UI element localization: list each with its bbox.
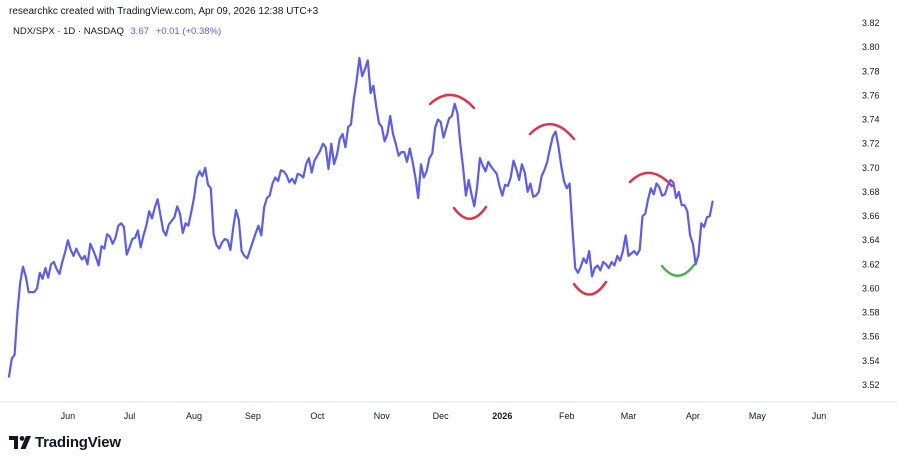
x-tick-label: Nov: [374, 411, 391, 421]
chart-header: researchkc created with TradingView.com,…: [9, 6, 319, 17]
y-axis[interactable]: 3.82 3.80 3.78 3.76 3.74 3.72 3.70 3.68 3.66 3.64…: [862, 18, 880, 390]
y-tick-label: 3.56: [862, 332, 880, 342]
symbol-name: NDX/SPX · 1D · NASDAQ: [13, 26, 124, 37]
x-tick-label: Jun: [61, 411, 76, 421]
y-tick-label: 3.60: [862, 283, 880, 293]
y-tick-label: 3.62: [862, 259, 880, 269]
bottom-arc-apr: [660, 263, 696, 277]
y-tick-label: 3.76: [862, 90, 880, 100]
y-tick-label: 3.68: [862, 187, 880, 197]
y-tick-label: 3.70: [862, 163, 880, 173]
x-axis[interactable]: Jun Jul Aug Sep Oct Nov Dec 2026 Feb Mar Apr May Jun: [61, 411, 827, 421]
x-tick-label: May: [749, 411, 767, 421]
tradingview-footer[interactable]: TradingView: [9, 434, 121, 451]
bottom-arc-feb: [572, 280, 608, 296]
x-tick-label: Mar: [621, 411, 637, 421]
y-tick-label: 3.74: [862, 115, 880, 125]
y-tick-label: 3.82: [862, 18, 880, 28]
price-change: +0.01 (+0.38%): [155, 26, 222, 37]
top-arc-jan: [528, 123, 576, 141]
x-tick-label: Apr: [686, 411, 700, 421]
x-tick-label: Dec: [433, 411, 450, 421]
x-tick-label: Jul: [124, 411, 136, 421]
y-tick-label: 3.72: [862, 139, 880, 149]
y-tick-label: 3.54: [862, 356, 880, 366]
y-tick-label: 3.78: [862, 66, 880, 76]
y-tick-label: 3.80: [862, 42, 880, 52]
price-series-line: [7, 56, 714, 378]
x-tick-label: Jun: [812, 411, 827, 421]
x-tick-label: 2026: [492, 411, 512, 421]
tradingview-brand-text: TradingView: [35, 434, 121, 451]
top-arc-mar: [628, 171, 674, 188]
x-tick-label: Sep: [245, 411, 261, 421]
bottom-arc-dec: [452, 205, 488, 220]
x-tick-label: Feb: [559, 411, 575, 421]
last-price: 3.67: [130, 26, 150, 37]
top-arc-dec: [428, 93, 476, 110]
y-tick-label: 3.58: [862, 308, 880, 318]
x-tick-label: Aug: [186, 411, 202, 421]
x-tick-label: Oct: [310, 411, 325, 421]
tradingview-logo-icon: [9, 436, 31, 449]
y-tick-label: 3.66: [862, 211, 880, 221]
y-tick-label: 3.52: [862, 380, 880, 390]
symbol-legend[interactable]: NDX/SPX · 1D · NASDAQ 3.67 +0.01 (+0.38%…: [13, 26, 221, 37]
y-tick-label: 3.64: [862, 235, 880, 245]
